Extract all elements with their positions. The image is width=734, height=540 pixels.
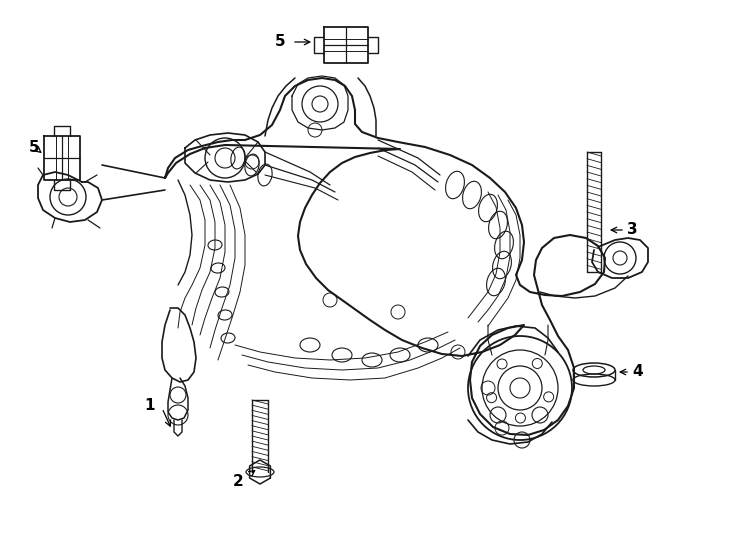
- Text: 2: 2: [233, 475, 244, 489]
- Text: 5: 5: [275, 35, 286, 50]
- Text: 3: 3: [627, 222, 637, 238]
- Text: 1: 1: [145, 397, 156, 413]
- Text: 5: 5: [29, 140, 40, 156]
- Text: 4: 4: [633, 364, 643, 380]
